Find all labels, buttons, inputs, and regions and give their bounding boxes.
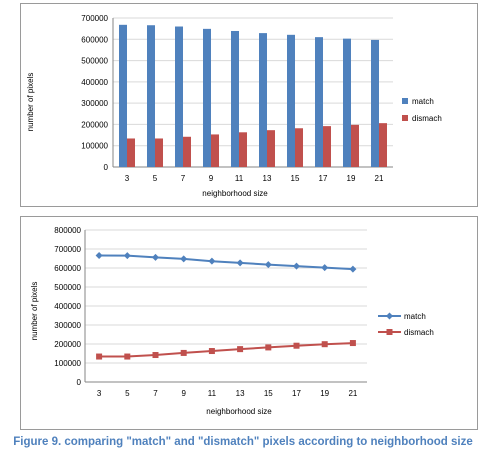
line-legend-match-label: match	[404, 312, 426, 321]
bar-y-tick-label: 200000	[81, 120, 108, 129]
line-chart: 0 100000 200000 300000 400000 500000 600000 700…	[30, 226, 434, 416]
bar-dismach	[155, 138, 163, 167]
line-point-match	[152, 253, 159, 261]
bar-match	[343, 38, 351, 168]
bar-match	[231, 30, 239, 168]
line-chart-panel: 0 100000 200000 300000 400000 500000 600000 700…	[20, 216, 478, 430]
bar-match	[315, 37, 323, 168]
line-legend-dismach-label: dismach	[404, 328, 434, 337]
line-y-tick-label: 200000	[54, 340, 81, 349]
line-point-dismach	[321, 341, 328, 348]
bar-dismach	[379, 123, 387, 167]
line-point-dismach	[265, 344, 272, 351]
bar-dismach	[239, 132, 247, 167]
bar-dismach	[211, 134, 219, 167]
bar-legend-match-label: match	[412, 97, 434, 106]
line-y-tick-label: 0	[77, 378, 82, 387]
line-point-match	[95, 251, 103, 259]
line-x-tick-label: 21	[348, 389, 357, 398]
line-point-match	[349, 265, 357, 273]
bar-x-axis-title: neighborhood size	[202, 189, 268, 198]
line-point-match	[293, 262, 300, 270]
line-x-tick-label: 19	[320, 389, 329, 398]
line-x-tick-label: 11	[208, 389, 217, 398]
bar-match	[147, 25, 155, 168]
bar-dismach	[351, 124, 359, 167]
line-point-match	[321, 264, 329, 272]
bar-x-tick-label: 7	[181, 174, 186, 183]
line-x-tick-label: 17	[292, 389, 301, 398]
bar-x-tick-label: 17	[319, 174, 328, 183]
line-y-axis-title: number of pixels	[30, 282, 39, 341]
line-series-match	[99, 254, 353, 271]
bar-y-tick-label: 700000	[81, 14, 108, 23]
bar-x-tick-label: 9	[209, 174, 214, 183]
bar-x-tick-label: 13	[263, 174, 272, 183]
bar-chart-panel: 0 100000 200000 300000 400000 500000 600000 700…	[20, 3, 478, 207]
bar-y-tick-label: 300000	[81, 99, 108, 108]
line-x-tick-label: 13	[236, 389, 245, 398]
line-point-match	[123, 252, 131, 260]
bar-y-tick-label: 600000	[81, 35, 108, 44]
bar-x-tick-label: 3	[125, 174, 130, 183]
bar-dismach	[323, 126, 331, 167]
line-y-tick-label: 300000	[54, 321, 81, 330]
line-y-tick-label: 400000	[54, 302, 81, 311]
line-y-tick-label: 600000	[54, 264, 81, 273]
line-point-dismach	[349, 340, 356, 347]
bar-y-tick-label: 400000	[81, 78, 108, 87]
bar-match	[175, 26, 183, 168]
line-legend-match-marker	[386, 312, 393, 320]
bar-y-axis-title: number of pixels	[26, 73, 35, 132]
line-point-match	[236, 259, 244, 267]
line-x-tick-label: 9	[181, 389, 186, 398]
line-x-axis-title: neighborhood size	[206, 407, 272, 416]
line-x-tick-label: 5	[125, 389, 130, 398]
line-x-tick-label: 3	[97, 389, 102, 398]
line-point-dismach	[152, 352, 159, 359]
line-point-match	[264, 261, 272, 269]
line-y-tick-label: 100000	[54, 359, 81, 368]
bar-x-tick-label: 11	[235, 174, 244, 183]
line-point-dismach	[293, 342, 300, 349]
bar-match	[203, 28, 211, 168]
bar-match	[371, 39, 379, 167]
line-point-match	[208, 257, 216, 265]
bar-match	[287, 34, 295, 168]
bar-dismach	[295, 128, 303, 167]
bar-legend-match-swatch	[402, 98, 408, 104]
bar-legend-dismach-label: dismach	[412, 114, 442, 123]
bar-match	[259, 33, 267, 168]
bar-x-tick-label: 21	[375, 174, 384, 183]
figure-caption: Figure 9. comparing "match" and "dismatc…	[13, 436, 473, 448]
line-point-dismach	[208, 348, 215, 355]
line-y-tick-label: 500000	[54, 283, 81, 292]
line-point-dismach	[180, 349, 187, 356]
bar-x-tick-label: 5	[153, 174, 158, 183]
line-point-dismach	[96, 353, 103, 360]
line-point-match	[180, 255, 188, 263]
bar-y-tick-label: 0	[104, 163, 109, 172]
bar-legend: match dismach	[402, 97, 442, 123]
line-series-dismach	[99, 342, 353, 358]
bar-dismach	[183, 136, 191, 167]
bar-x-tick-label: 19	[347, 174, 356, 183]
bar-y-tick-label: 500000	[81, 57, 108, 66]
bar-legend-dismach-swatch	[402, 115, 408, 121]
bar-match	[119, 24, 127, 167]
bar-x-tick-label: 15	[291, 174, 300, 183]
line-legend-dismach-marker	[386, 329, 393, 335]
line-point-dismach	[237, 346, 244, 353]
bar-dismach	[127, 138, 135, 167]
line-x-tick-label: 7	[153, 389, 158, 398]
bar-y-tick-label: 100000	[81, 142, 108, 151]
line-point-dismach	[124, 353, 131, 360]
line-legend: match dismach	[378, 312, 434, 337]
line-y-tick-label: 700000	[54, 245, 81, 254]
line-x-tick-label: 15	[264, 389, 273, 398]
line-y-tick-label: 800000	[54, 226, 81, 235]
bar-chart: 0 100000 200000 300000 400000 500000 600000 700…	[26, 14, 442, 198]
bar-dismach	[267, 130, 275, 167]
